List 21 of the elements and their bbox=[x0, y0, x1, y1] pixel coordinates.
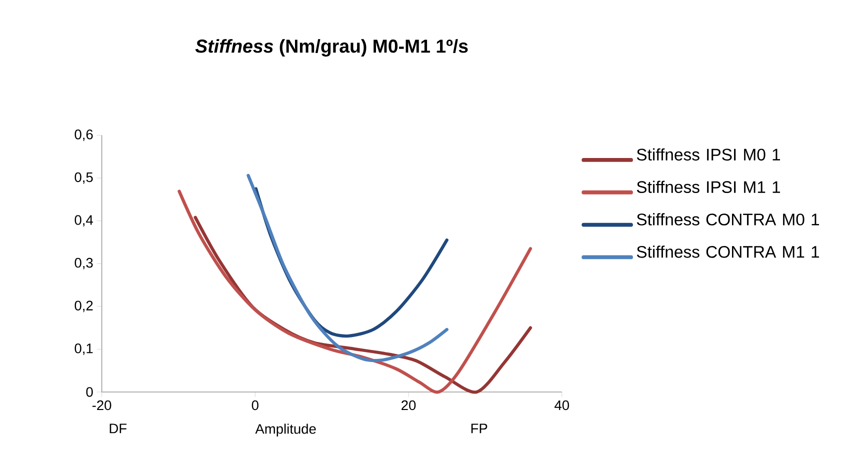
y-tick-label: 0,5 bbox=[74, 172, 93, 184]
chart-title: Stiffness (Nm/grau) M0-M1 1º/s bbox=[195, 39, 468, 57]
y-tick-label: 0,2 bbox=[74, 300, 93, 312]
y-tick-label: 0,4 bbox=[74, 215, 93, 227]
legend-label: Stiffness IPSI M1 1 bbox=[636, 180, 780, 194]
x-tick-label: 0 bbox=[252, 400, 258, 410]
y-tick-label: 0,3 bbox=[74, 258, 93, 270]
legend-label: Stiffness IPSI M0 1 bbox=[636, 148, 780, 161]
y-tick-label: 0,6 bbox=[74, 130, 93, 141]
legend-label: Stiffness CONTRA M1 1 bbox=[636, 246, 819, 258]
x-tick-label: -20 bbox=[92, 400, 112, 410]
y-tick-label: 0 bbox=[86, 387, 93, 397]
line-series bbox=[178, 190, 532, 394]
text: DF bbox=[110, 424, 127, 434]
x-axis-title: Amplitude bbox=[255, 424, 316, 437]
x-tick-label: 40 bbox=[554, 400, 570, 410]
x-tick-label: 20 bbox=[402, 400, 416, 410]
legend-label: Stiffness CONTRA M0 1 bbox=[636, 213, 819, 226]
line-series bbox=[246, 174, 448, 362]
text: FP bbox=[471, 424, 488, 434]
y-tick-label: 0,1 bbox=[74, 344, 93, 355]
